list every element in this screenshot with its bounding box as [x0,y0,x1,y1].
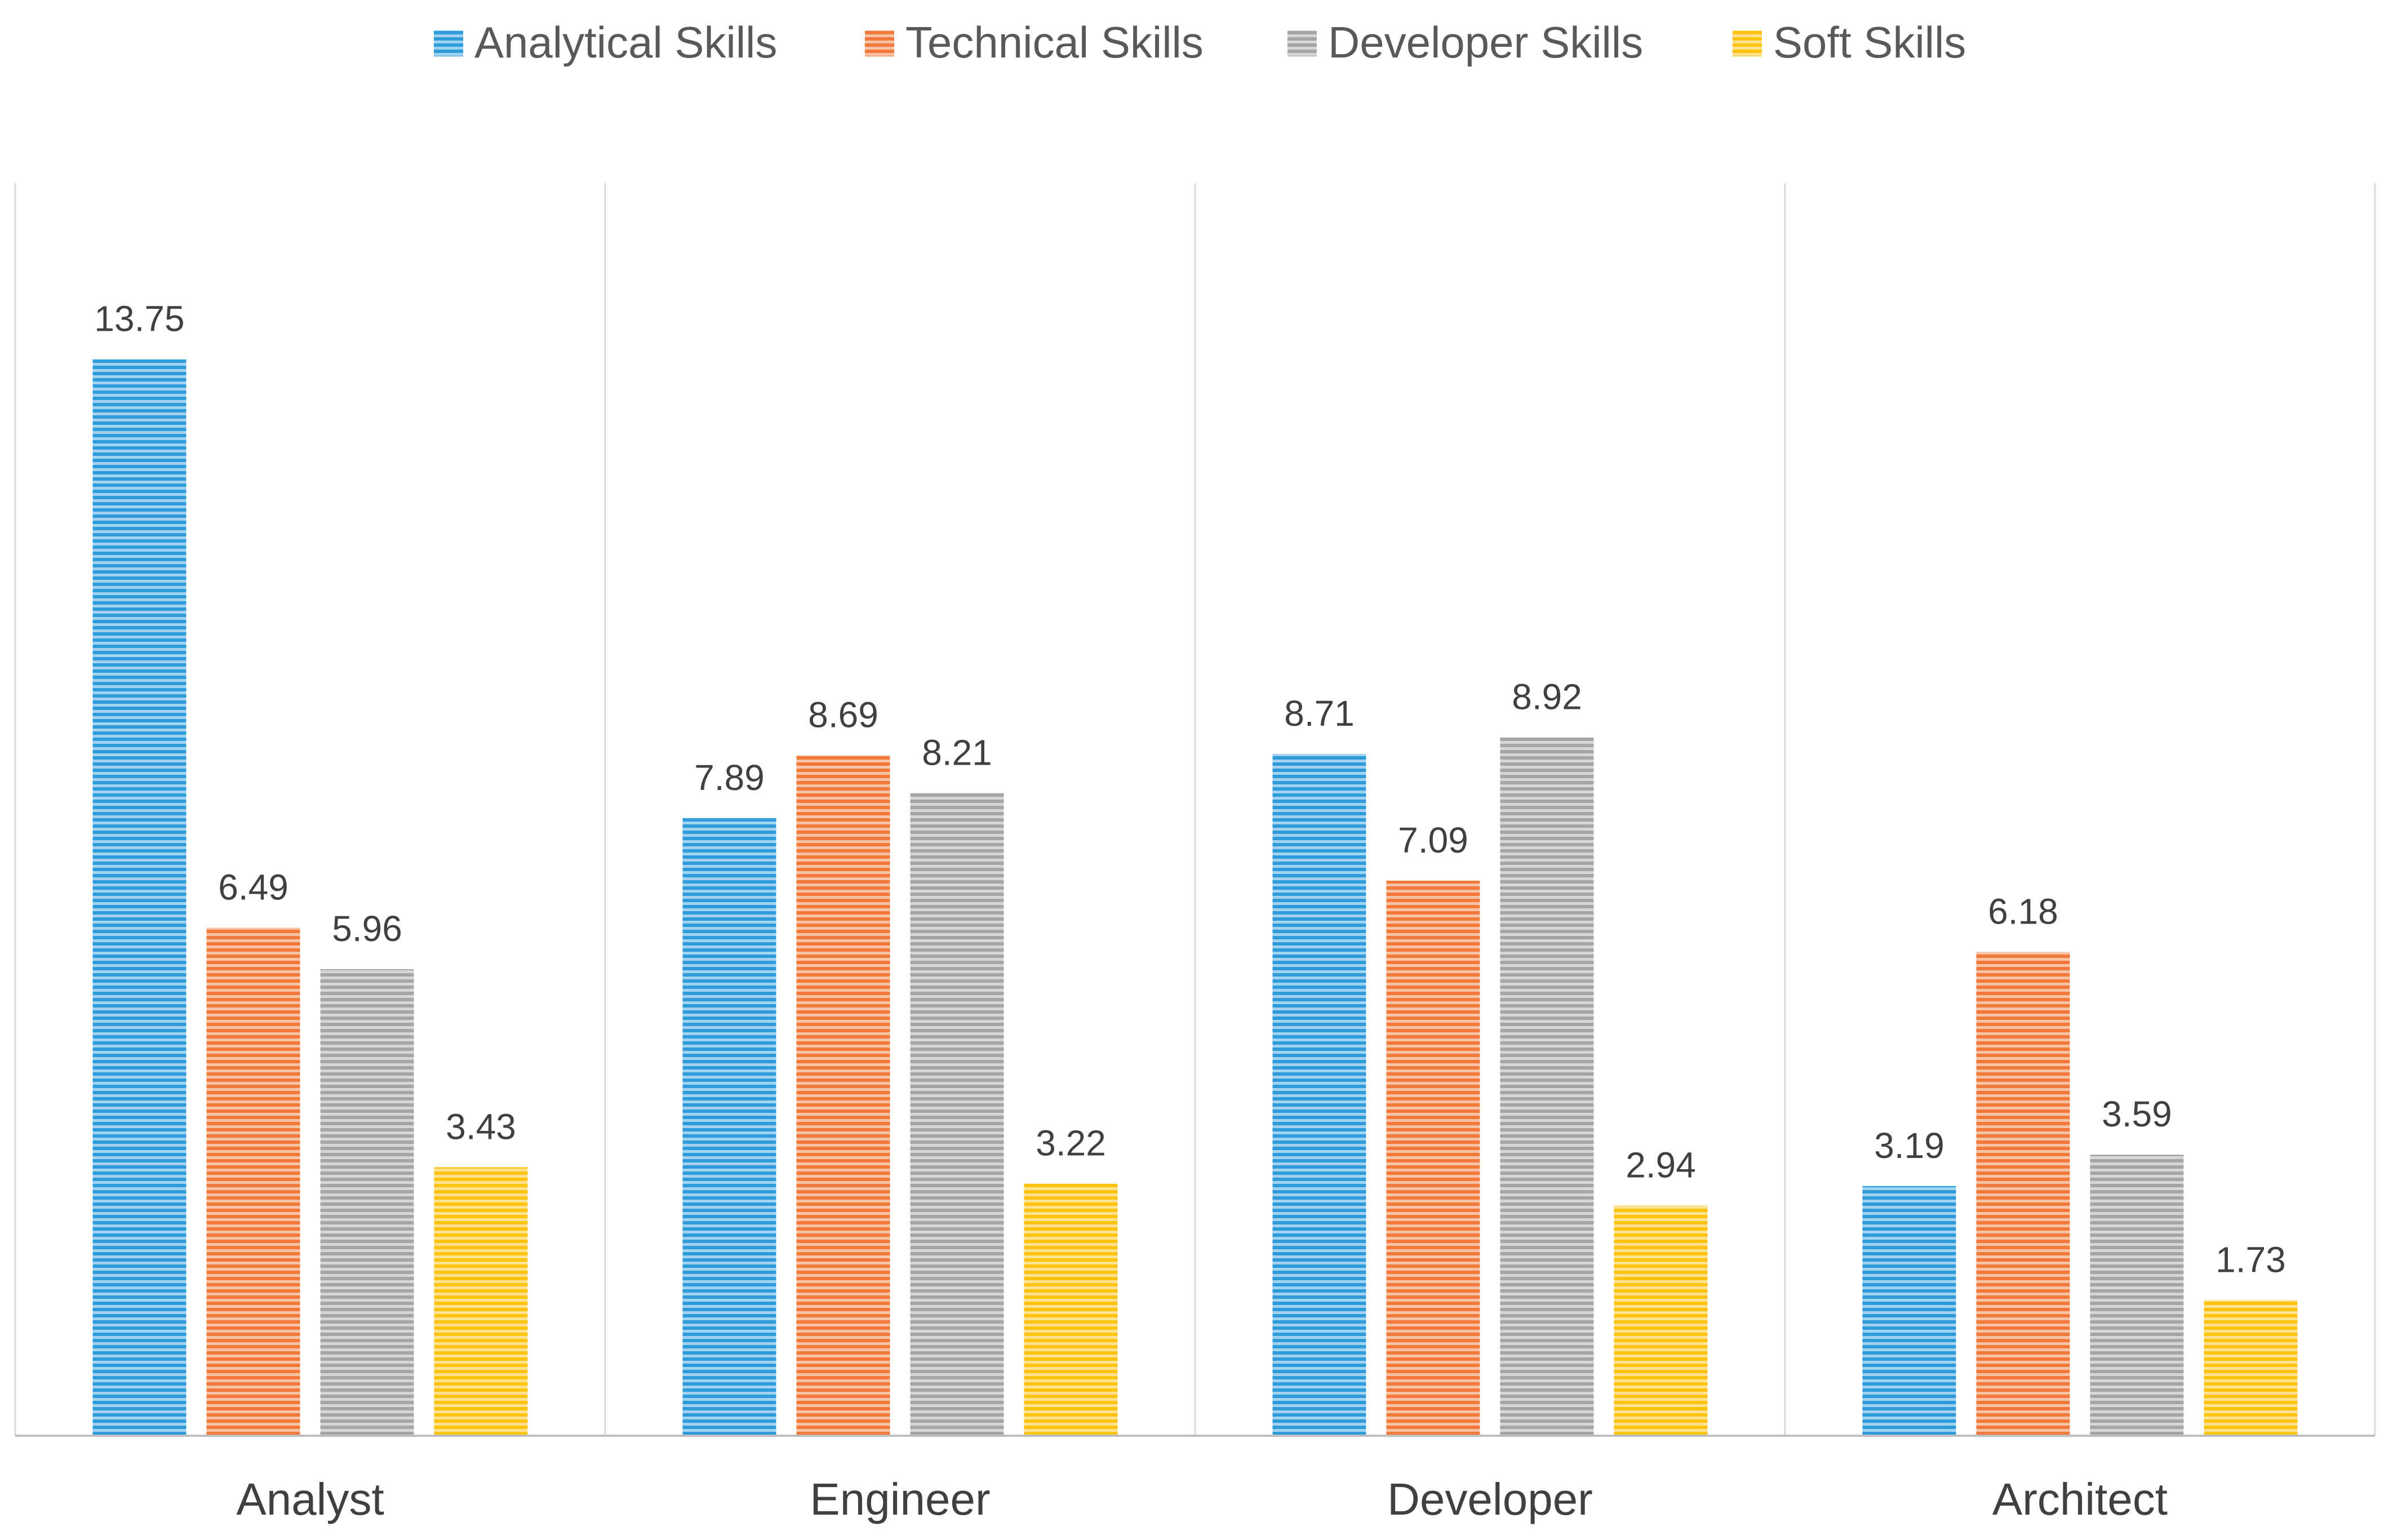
legend-item-developer-skills: Developer Skills [1287,17,1643,67]
data-label-developer-developer-skills: 8.92 [1512,677,1582,717]
bar-developer-soft-skills [1614,1205,1708,1436]
legend-item-soft-skills: Soft Skills [1733,17,1966,67]
bar-developer-developer-skills [1500,737,1594,1436]
data-label-engineer-soft-skills: 3.22 [1036,1123,1106,1164]
bar-engineer-technical-skills [796,755,890,1436]
bars [92,359,2298,1436]
bar-engineer-developer-skills [910,793,1004,1436]
bar-architect-developer-skills [2090,1155,2184,1436]
data-label-analyst-soft-skills: 3.43 [446,1106,516,1147]
bar-analyst-technical-skills [206,927,300,1436]
legend-label: Technical Skills [905,17,1204,67]
legend-swatch [1733,30,1762,56]
data-labels: 13.75 6.49 5.96 3.43 7.89 8.69 8.21 3.22 8.71 7.0… [94,299,2285,1280]
bar-analyst-developer-skills [320,969,414,1436]
bar-engineer-soft-skills [1024,1183,1118,1436]
data-label-architect-technical-skills: 6.18 [1988,891,2058,931]
data-label-analyst-technical-skills: 6.49 [218,867,288,907]
category-labels: Analyst Engineer Developer Architect [236,1474,2168,1524]
legend-swatch [1287,30,1317,56]
data-label-architect-soft-skills: 1.73 [2215,1240,2286,1280]
data-label-engineer-developer-skills: 8.21 [922,732,992,773]
data-label-engineer-analytical-skills: 7.89 [694,757,765,798]
legend-label: Soft Skills [1773,17,1966,67]
bar-developer-technical-skills [1386,880,1480,1436]
legend-label: Analytical Skills [474,17,778,67]
category-label-engineer: Engineer [810,1474,990,1524]
bar-architect-technical-skills [1976,952,2070,1436]
bar-architect-soft-skills [2204,1300,2298,1436]
bar-analyst-soft-skills [434,1167,528,1436]
legend-label: Developer Skills [1328,17,1643,67]
data-label-developer-analytical-skills: 8.71 [1284,693,1355,734]
category-label-analyst: Analyst [236,1474,384,1524]
legend-swatch [434,30,463,56]
data-label-developer-technical-skills: 7.09 [1398,820,1468,860]
bar-developer-analytical-skills [1272,753,1366,1436]
data-label-analyst-analytical-skills: 13.75 [94,299,184,339]
data-label-developer-soft-skills: 2.94 [1626,1145,1696,1186]
bar-analyst-analytical-skills [92,359,186,1436]
bar-engineer-analytical-skills [682,818,776,1436]
category-label-architect: Architect [1992,1474,2168,1524]
category-separators [14,183,2376,1436]
data-label-architect-developer-skills: 3.59 [2102,1094,2172,1134]
legend-item-analytical-skills: Analytical Skills [434,17,778,67]
data-label-analyst-developer-skills: 5.96 [332,908,402,949]
category-label-developer: Developer [1387,1474,1593,1524]
legend: Analytical Skills Technical Skills Develop… [434,17,1966,67]
legend-swatch [865,30,894,56]
legend-item-technical-skills: Technical Skills [865,17,1204,67]
bar-architect-analytical-skills [1862,1186,1956,1436]
data-label-architect-analytical-skills: 3.19 [1874,1125,1944,1166]
data-label-engineer-technical-skills: 8.69 [808,695,878,735]
